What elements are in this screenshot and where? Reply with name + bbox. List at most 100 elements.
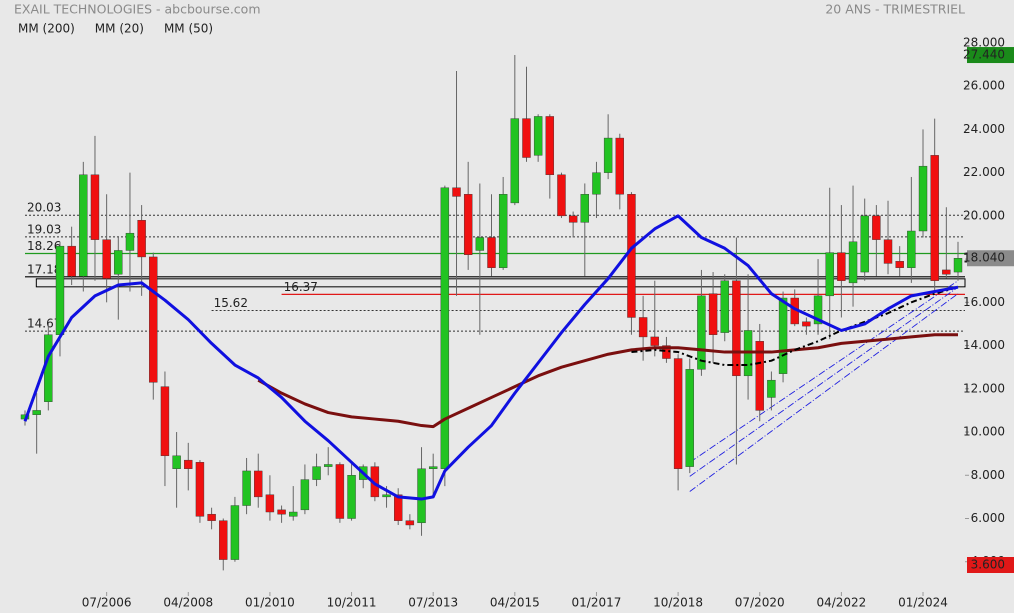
candle-body: [778, 297, 788, 374]
candle-body: [883, 239, 893, 264]
moving-average: [23, 214, 959, 501]
candle-body: [207, 513, 216, 521]
candle-body: [417, 468, 426, 524]
candle-body: [895, 261, 904, 268]
candle-body: [102, 239, 111, 279]
y-tick-label: 24.000: [963, 122, 1005, 136]
candle-body: [568, 215, 578, 223]
moving-average: [257, 333, 959, 429]
candle-body: [184, 459, 193, 469]
candle-body: [90, 174, 100, 240]
candle-body: [755, 341, 764, 411]
y-tick-label: 8.000: [971, 468, 1005, 482]
candle-body: [848, 241, 858, 284]
candle-body: [137, 219, 146, 258]
moving-average: [631, 286, 959, 367]
x-tick-label: 04/2022: [816, 596, 866, 610]
candle-body: [254, 470, 263, 498]
price-marker-label: 27.440: [963, 48, 1005, 62]
candle-body: [650, 336, 659, 346]
candle-body: [230, 505, 240, 560]
price-marker: [967, 47, 1014, 64]
candle-body: [67, 245, 76, 277]
candle-body: [475, 237, 485, 251]
candle-body: [160, 386, 170, 457]
candle-body: [172, 455, 181, 469]
price-marker: [967, 250, 1014, 267]
candle-body: [907, 230, 916, 268]
x-tick-label: 10/2018: [653, 596, 703, 610]
candle-body: [603, 137, 613, 173]
candle-body: [720, 280, 729, 333]
candle-body: [242, 470, 251, 506]
candle-body: [125, 232, 135, 251]
candle-body: [767, 379, 776, 398]
y-tick-label: 22.000: [963, 165, 1005, 179]
level-label: 19.03: [27, 222, 61, 236]
candle-body: [149, 256, 158, 383]
legend-entry: MM (20): [95, 22, 144, 36]
candle-body: [837, 252, 846, 281]
x-tick-label: 07/2020: [735, 596, 785, 610]
candle-body: [638, 317, 648, 338]
legend-entry: MM (200): [18, 22, 75, 36]
legend-entry: MM (50): [164, 22, 213, 36]
level-label: 14.67: [27, 317, 61, 331]
candle-body: [289, 511, 298, 517]
level-label: 16.37: [284, 280, 318, 294]
candle-body: [440, 187, 450, 469]
candle-body: [662, 345, 671, 359]
trendline: [689, 286, 959, 477]
candle-body: [732, 280, 741, 377]
candle-body: [405, 520, 415, 526]
candle-body: [942, 269, 951, 275]
candle-body: [79, 174, 88, 277]
price-marker-label: 18.040: [963, 251, 1005, 265]
candle-body: [382, 494, 391, 498]
price-marker-label: 3.600: [971, 558, 1005, 572]
candle-body: [545, 116, 555, 176]
candle-body: [463, 194, 473, 255]
candle-body: [860, 215, 869, 273]
candle-body: [673, 358, 683, 469]
candle-body: [32, 410, 41, 415]
level-label: 17.18: [27, 262, 61, 276]
price-marker: [967, 557, 1014, 573]
candle-body: [498, 194, 508, 268]
candle-body: [557, 174, 566, 217]
y-tick-label: 28.000: [963, 35, 1005, 49]
candle-body: [347, 475, 356, 519]
candle-body: [55, 245, 65, 335]
level-box: [35, 278, 966, 288]
level-label: 15.62: [214, 296, 248, 310]
candle-body: [277, 509, 286, 515]
x-tick-label: 07/2006: [82, 596, 132, 610]
y-tick-label: 20.000: [963, 208, 1005, 222]
x-tick-label: 01/2024: [898, 596, 948, 610]
y-tick-label: 6.000: [971, 511, 1005, 525]
candle-body: [265, 494, 275, 513]
candle-body: [300, 479, 310, 511]
candle-body: [195, 462, 205, 517]
x-tick-label: 10/2011: [327, 596, 377, 610]
candle-body: [580, 194, 590, 223]
candle-body: [813, 295, 823, 325]
candle-body: [428, 466, 438, 469]
candle-body: [533, 116, 543, 156]
x-tick-label: 07/2013: [408, 596, 458, 610]
y-tick-label: 26.000: [963, 79, 1005, 93]
candle-body: [510, 118, 520, 204]
y-tick-label: 12.000: [963, 381, 1005, 395]
candle-body: [324, 464, 333, 467]
candle-body: [522, 118, 531, 158]
x-tick-label: 01/2010: [245, 596, 295, 610]
level-label: 18.26: [27, 239, 61, 253]
candle-body: [627, 194, 636, 318]
candle-body: [953, 258, 963, 273]
y-tick-label: 16.000: [963, 295, 1005, 309]
candle-body: [872, 215, 881, 240]
candle-body: [114, 250, 123, 275]
